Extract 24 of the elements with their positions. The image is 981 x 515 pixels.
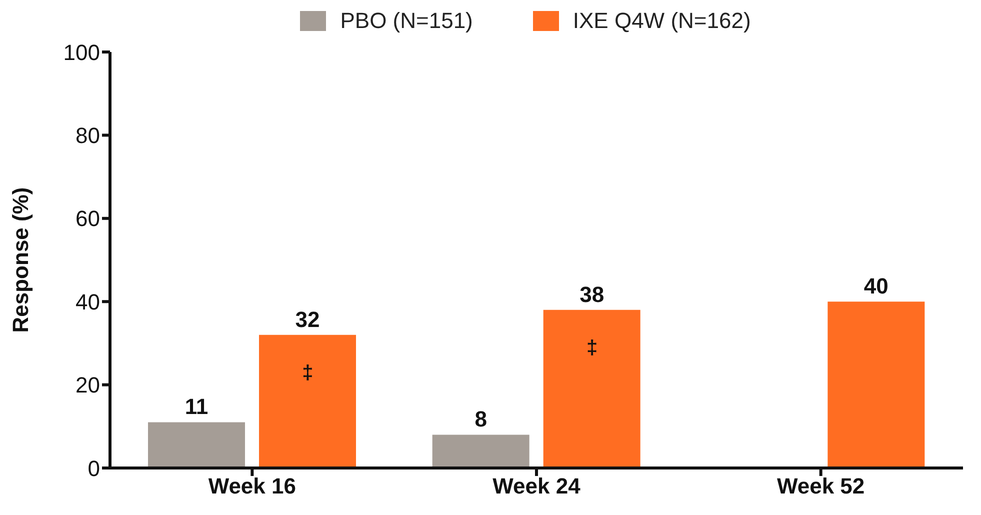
x-tick-label: Week 52 [777,474,865,499]
bar [543,310,640,468]
bar [828,302,925,468]
x-tick-label: Week 24 [492,474,582,499]
annotation: ‡ [586,336,598,359]
data-label: 8 [474,406,487,432]
bar [148,422,245,468]
data-label: 11 [184,394,208,420]
data-label: 38 [580,282,604,307]
annotation: ‡ [302,362,314,384]
x-tick-label: Week 16 [208,474,296,499]
data-label: 32 [295,306,320,332]
data-label: 40 [864,274,888,299]
y-tick-label: 60 [76,206,100,232]
y-tick-label: 80 [76,123,100,148]
y-tick-label: 20 [76,372,100,398]
legend-label: PBO (N=151) [340,8,473,34]
bar [259,334,356,468]
y-tick-label: 100 [63,40,100,65]
y-axis-title: Response (%) [8,187,33,333]
y-tick-label: 0 [88,456,100,481]
bar [432,434,530,468]
y-tick-label: 40 [76,289,100,314]
legend-label: IXE Q4W (N=162) [572,8,751,34]
